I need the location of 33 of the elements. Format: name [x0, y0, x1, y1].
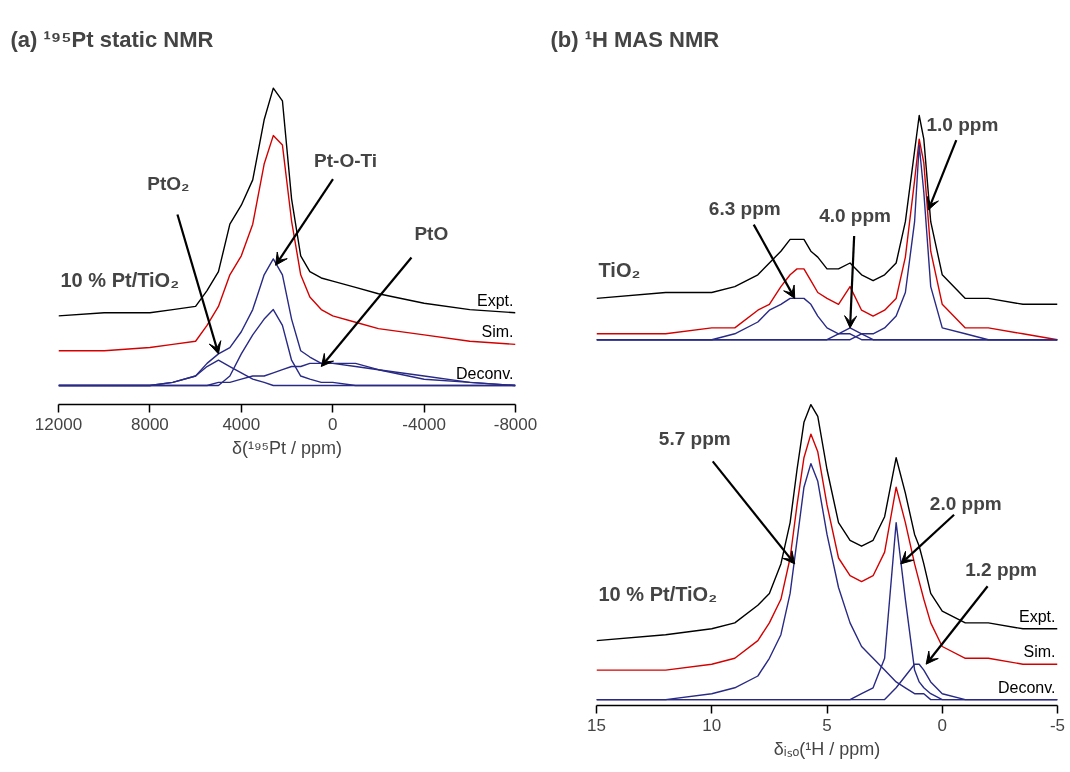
x-axis-title: δᵢₛₒ(¹H / ppm) — [773, 738, 881, 759]
x-tick-label: -8000 — [493, 414, 538, 434]
chart-title: (a) ¹⁹⁵Pt static NMR — [10, 26, 214, 52]
annotation: 6.3 ppm — [708, 197, 781, 219]
x-tick-label: -4000 — [402, 414, 446, 434]
annotation: PtO — [414, 223, 449, 245]
x-tick-label: 12000 — [34, 414, 83, 434]
annotation: 1.2 ppm — [965, 558, 1038, 580]
annotation: 10 % Pt/TiO₂ — [598, 583, 718, 606]
annotation: Pt-O-Ti — [314, 149, 378, 171]
annotation: 10 % Pt/TiO₂ — [60, 268, 180, 291]
annotation: 5.7 ppm — [658, 428, 731, 450]
series-label: Sim. — [481, 323, 514, 341]
chart-title: (b) ¹H MAS NMR — [550, 26, 720, 52]
x-tick-label: 0 — [327, 414, 338, 434]
annotation: 2.0 ppm — [929, 493, 1002, 515]
series-label: Expt. — [1019, 607, 1056, 625]
series-label: Deconv. — [997, 678, 1056, 696]
x-tick-label: -5 — [1049, 715, 1066, 735]
x-tick-label: 5 — [822, 715, 832, 735]
x-tick-label: 0 — [937, 715, 947, 735]
annotation: 1.0 ppm — [926, 114, 999, 136]
annotation: TiO₂ — [598, 258, 641, 281]
x-axis-title: δ(¹⁹⁵Pt / ppm) — [231, 437, 343, 458]
x-tick-label: 10 — [702, 715, 722, 735]
series-label: Deconv. — [455, 364, 514, 382]
x-tick-label: 4000 — [222, 414, 261, 434]
x-tick-label: 15 — [587, 715, 606, 735]
series-label: Expt. — [477, 291, 514, 309]
series-label: Sim. — [1023, 643, 1056, 661]
annotation: 4.0 ppm — [819, 205, 891, 227]
x-tick-label: 8000 — [130, 414, 169, 434]
annotation: PtO₂ — [147, 173, 190, 195]
